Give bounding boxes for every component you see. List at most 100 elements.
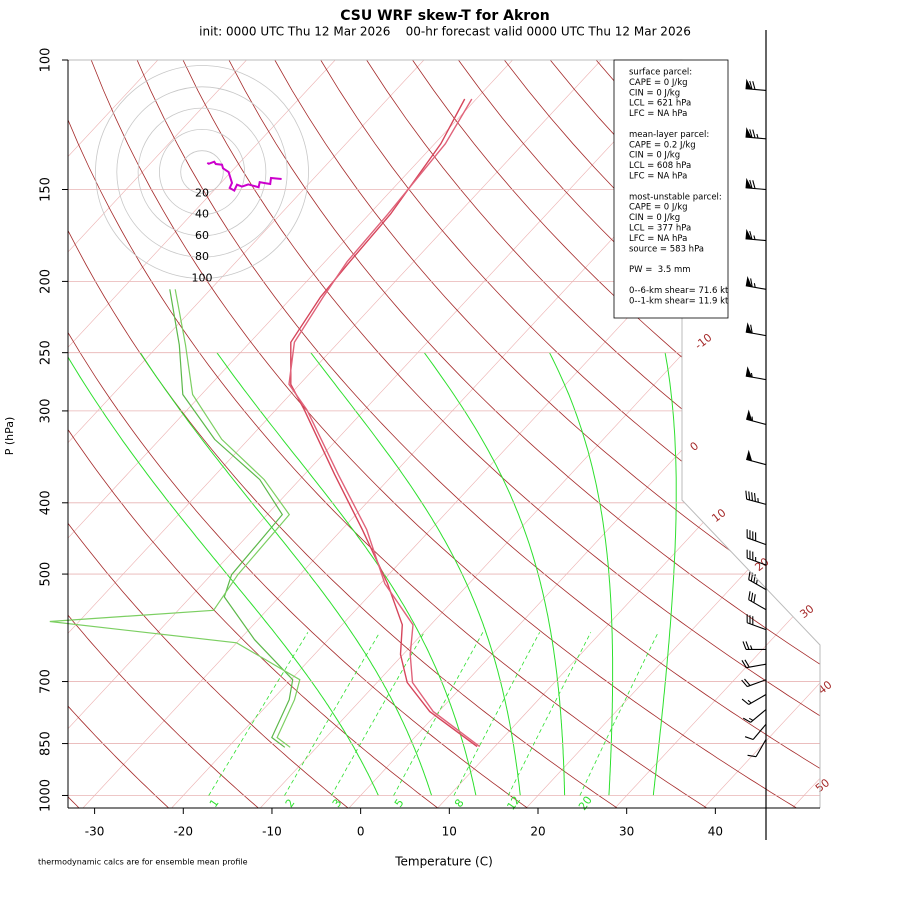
moist-adiabat <box>310 352 521 796</box>
y-tick-label: 850 <box>39 731 54 756</box>
mixing-ratio-line <box>284 632 381 796</box>
dry-adiabat <box>68 60 169 808</box>
wind-barb <box>745 322 767 337</box>
mixing-ratio-line <box>331 632 425 796</box>
dry-adiabat <box>228 60 820 808</box>
x-tick-label: -10 <box>262 825 282 839</box>
x-tick-label: 30 <box>619 825 634 839</box>
hodograph-ring <box>158 128 245 215</box>
wind-barb <box>741 694 767 705</box>
info-line: mean-layer parcel: <box>629 130 709 140</box>
moist-adiabat <box>68 352 379 796</box>
chart-subtitle: init: 0000 UTC Thu 12 Mar 2026 00-hr for… <box>199 25 691 39</box>
isotherm <box>68 60 513 808</box>
info-line: 0--6-km shear= 71.6 kt <box>629 286 729 296</box>
info-line: 0--1-km shear= 11.9 kt <box>629 296 729 306</box>
x-tick-label: -20 <box>173 825 193 839</box>
wind-barb <box>746 449 767 466</box>
wind-barb <box>742 709 767 723</box>
isotherm-label: 10 <box>709 506 728 525</box>
hodograph-ring <box>95 65 309 279</box>
dry-adiabat <box>274 60 820 808</box>
isotherm <box>68 60 602 808</box>
dry-adiabat <box>68 60 528 808</box>
wind-barb <box>746 529 767 546</box>
dry-adiabat <box>872 60 900 808</box>
y-tick-label: 500 <box>39 562 54 587</box>
wind-barb <box>745 177 767 191</box>
y-axis-label: P (hPa) <box>3 417 16 456</box>
y-tick-label: 300 <box>39 398 54 423</box>
y-tick-label: 700 <box>39 669 54 694</box>
y-tick-label: 200 <box>39 269 54 294</box>
info-line: PW = 3.5 mm <box>629 265 691 275</box>
info-line: LCL = 377 hPa <box>629 224 691 234</box>
background-lines <box>68 60 900 808</box>
isotherm <box>703 60 820 808</box>
wind-barb <box>741 678 767 688</box>
isotherm <box>68 60 425 808</box>
info-line: CIN = 0 J/kg <box>629 88 680 98</box>
x-tick-label: 10 <box>442 825 457 839</box>
wind-barb <box>746 614 767 631</box>
info-line: CAPE = 0 J/kg <box>629 78 688 88</box>
wind-barb <box>747 739 767 758</box>
moist-adiabat <box>549 352 614 796</box>
moist-adiabat <box>652 352 677 796</box>
isotherm <box>260 60 820 808</box>
chart-title: CSU WRF skew-T for Akron <box>340 8 550 24</box>
hodograph-ring <box>116 86 288 258</box>
dewpoint-line <box>49 289 301 748</box>
info-line: LCL = 621 hPa <box>629 99 691 109</box>
wind-barb <box>745 127 767 140</box>
isotherm <box>68 60 336 808</box>
moist-adiabat <box>139 352 433 796</box>
y-tick-label: 250 <box>39 340 54 365</box>
dry-adiabat <box>90 60 797 808</box>
mixing-ratio-line <box>507 632 592 796</box>
hodograph-ring-label: 40 <box>195 208 209 221</box>
dry-adiabat <box>68 60 438 808</box>
hodograph-ring-label: 100 <box>192 272 213 285</box>
dry-adiabat <box>68 60 708 808</box>
plot-frame <box>68 59 821 808</box>
wind-barb <box>741 659 767 669</box>
wind-barb <box>745 78 767 91</box>
mixing-ratio-line <box>453 632 541 796</box>
moist-adiabat <box>216 352 477 796</box>
y-tick-label: 100 <box>39 48 54 73</box>
wind-barb <box>748 591 767 611</box>
info-box <box>613 59 729 319</box>
moist-adiabat <box>423 352 566 796</box>
hodograph-ring <box>180 150 224 194</box>
wind-barb <box>742 641 766 650</box>
dry-adiabat <box>779 60 820 808</box>
wind-barb <box>745 366 767 381</box>
info-line: CIN = 0 J/kg <box>629 213 680 223</box>
wind-barb <box>745 228 767 242</box>
info-line: LCL = 608 hPa <box>629 161 691 171</box>
hodograph-ring-label: 80 <box>195 250 209 263</box>
isotherm <box>881 60 900 808</box>
dry-adiabat <box>733 60 820 808</box>
dry-adiabat <box>68 60 349 808</box>
y-tick-label: 150 <box>39 177 54 202</box>
wind-barb <box>748 571 767 591</box>
isotherm <box>526 60 820 808</box>
dry-adiabat <box>826 60 900 808</box>
hodograph-trace <box>206 160 282 193</box>
wind-barb <box>746 549 767 566</box>
wind-barb <box>744 723 767 741</box>
dewpoint-line <box>169 289 294 748</box>
x-tick-label: 40 <box>708 825 723 839</box>
isotherm-label: 50 <box>813 776 832 795</box>
dry-adiabat <box>136 60 820 808</box>
info-line: LFC = NA hPa <box>629 234 687 244</box>
x-axis-label: Temperature (C) <box>394 855 493 869</box>
mixing-ratio-label: 12 <box>504 794 523 813</box>
isotherm-label: 40 <box>815 678 834 697</box>
dry-adiabat <box>320 60 820 808</box>
isotherm <box>68 60 247 808</box>
